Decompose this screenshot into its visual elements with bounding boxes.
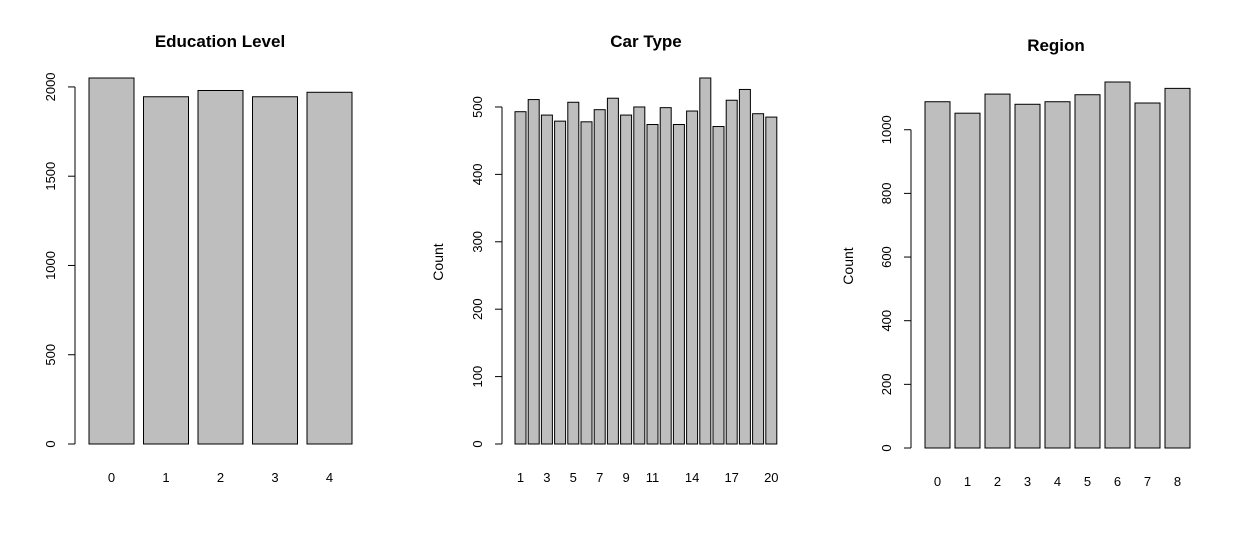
chart-1-ytick-label: 1000 [43, 251, 58, 280]
chart-1-xtick-label: 0 [108, 470, 115, 485]
chart-3-xtick-label: 7 [1144, 474, 1151, 489]
chart-3-xtick-label: 4 [1054, 474, 1061, 489]
chart-1-bar-3 [252, 96, 298, 445]
chart-2-ytick-label: 300 [470, 231, 485, 253]
chart-3-bar-7 [1134, 102, 1161, 449]
chart-1-ytick-label: 1500 [43, 162, 58, 191]
chart-3-ytick-label: 800 [879, 183, 894, 205]
chart-2-xtick-label: 3 [543, 470, 550, 485]
chart-2-bar-5 [567, 101, 580, 445]
chart-3-xtick-label: 0 [934, 474, 941, 489]
chart-3-bar-5 [1074, 94, 1101, 449]
chart-2-ytick-label: 0 [470, 440, 485, 447]
chart-3-xtick-label: 1 [964, 474, 971, 489]
chart-2-title: Car Type [610, 32, 682, 51]
chart-2-bar-8 [606, 97, 619, 445]
chart-3-bar-1 [954, 112, 981, 449]
chart-3-xtick-label: 3 [1024, 474, 1031, 489]
chart-1-ytick-label: 500 [43, 344, 58, 366]
chart-2-xtick-label: 7 [596, 470, 603, 485]
chart-1-xtick-label: 3 [271, 470, 278, 485]
chart-2-bar-7 [593, 109, 606, 445]
chart-2-bar-11 [646, 124, 659, 445]
chart-3-ytick-label: 1000 [879, 115, 894, 144]
chart-1-bar-2 [197, 90, 244, 445]
chart-2-bar-2 [527, 99, 540, 445]
chart-3-bar-8 [1164, 87, 1191, 449]
chart-2-xtick-label: 9 [622, 470, 629, 485]
chart-2-bar-18 [738, 88, 751, 445]
chart-3-title: Region [1027, 36, 1085, 55]
chart-1-ytick-label: 2000 [43, 72, 58, 101]
chart-2-bar-15 [699, 77, 712, 445]
chart-3-ylabel: Count [840, 247, 856, 284]
chart-2-bar-13 [672, 124, 685, 445]
chart-3-ytick-label: 0 [879, 444, 894, 451]
chart-2-xtick-label: 17 [724, 470, 738, 485]
chart-1-bar-4 [306, 91, 353, 445]
chart-2-xtick-label: 20 [764, 470, 778, 485]
chart-2-bar-12 [659, 107, 672, 445]
chart-3-bar-3 [1014, 103, 1041, 449]
chart-2-ylabel: Count [430, 243, 446, 280]
chart-3-bar-4 [1044, 101, 1071, 449]
chart-2-bar-16 [712, 126, 725, 445]
chart-2-bar-4 [554, 120, 567, 445]
chart-3-ytick-label: 400 [879, 310, 894, 332]
chart-2-bar-14 [686, 110, 699, 445]
chart-3-xtick-label: 8 [1174, 474, 1181, 489]
chart-3-xtick-label: 6 [1114, 474, 1121, 489]
chart-2-bar-1 [514, 111, 527, 445]
chart-3-ytick-label: 200 [879, 373, 894, 395]
chart-2-ytick-label: 200 [470, 298, 485, 320]
chart-2-ytick-label: 100 [470, 366, 485, 388]
chart-3-xtick-label: 5 [1084, 474, 1091, 489]
chart-1-xtick-label: 2 [217, 470, 224, 485]
chart-2-ytick-label: 500 [470, 96, 485, 118]
chart-1-xtick-label: 1 [162, 470, 169, 485]
chart-1-xtick-label: 4 [326, 470, 333, 485]
chart-1-ytick-label: 0 [43, 440, 58, 447]
chart-2-xtick-label: 11 [646, 470, 660, 485]
chart-2-xtick-label: 1 [517, 470, 524, 485]
chart-1-bar-1 [143, 96, 189, 445]
chart-2-xtick-label: 14 [685, 470, 699, 485]
chart-1-bar-0 [88, 77, 135, 445]
chart-1-title: Education Level [155, 32, 285, 51]
chart-2-bar-3 [540, 114, 553, 445]
chart-2-bar-6 [580, 121, 593, 445]
chart-2-bar-17 [725, 99, 738, 445]
chart-2-bar-10 [633, 106, 646, 445]
chart-2-bar-19 [752, 113, 765, 445]
chart-2-bar-20 [765, 116, 778, 445]
chart-3-bar-2 [984, 93, 1011, 449]
chart-3-bar-0 [924, 101, 951, 449]
chart-3-ytick-label: 600 [879, 246, 894, 268]
chart-3-xtick-label: 2 [994, 474, 1001, 489]
chart-2-xtick-label: 5 [570, 470, 577, 485]
chart-2-ytick-label: 400 [470, 164, 485, 186]
chart-2-bar-9 [620, 114, 633, 445]
chart-3-bar-6 [1104, 81, 1131, 449]
